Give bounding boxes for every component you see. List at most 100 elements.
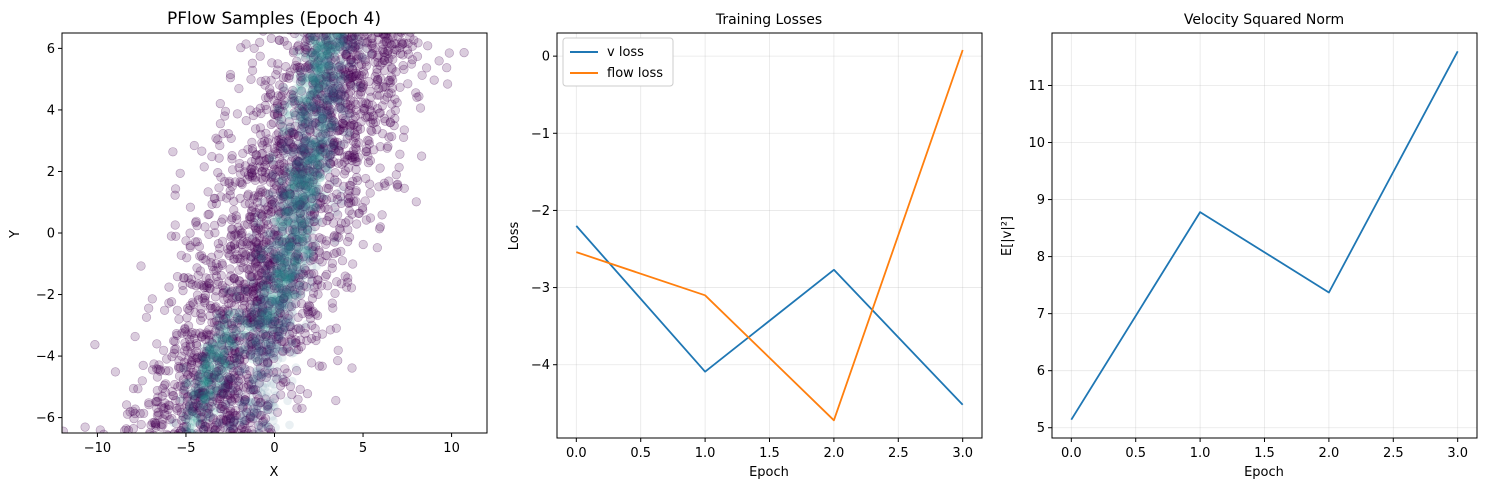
scatter-point	[186, 348, 196, 358]
scatter-y-tick-label: −4	[36, 350, 55, 365]
scatter-point	[330, 168, 340, 178]
scatter-point	[288, 229, 298, 238]
scatter-point	[158, 435, 167, 444]
scatter-point	[223, 293, 233, 304]
scatter-point	[166, 231, 176, 241]
scatter-point	[217, 388, 227, 398]
scatter-point	[261, 284, 271, 294]
scatter-point	[284, 70, 295, 81]
scatter-point	[141, 312, 152, 322]
scatter-point	[270, 316, 280, 326]
scatter-point	[170, 344, 180, 355]
scatter-point	[285, 317, 295, 326]
scatter-point	[327, 298, 337, 308]
scatter-point	[293, 140, 303, 150]
scatter-point	[434, 56, 444, 66]
scatter-point	[169, 429, 179, 433]
scatter-point	[159, 380, 170, 390]
scatter-point	[236, 389, 245, 399]
scatter-point	[273, 105, 283, 114]
scatter-point	[181, 408, 191, 417]
scatter-point	[174, 314, 184, 324]
scatter-point	[225, 190, 235, 200]
scatter-point	[243, 191, 253, 201]
scatter-point	[152, 439, 161, 448]
scatter-point	[279, 297, 288, 307]
scatter-point	[291, 138, 301, 147]
scatter-point	[252, 390, 262, 400]
scatter-point	[329, 198, 339, 208]
scatter-point	[237, 228, 247, 238]
scatter-point	[422, 63, 432, 73]
scatter-point	[375, 108, 385, 118]
scatter-point	[182, 313, 192, 323]
scatter-point	[362, 147, 372, 157]
scatter-point	[171, 231, 181, 241]
scatter-point	[366, 92, 376, 102]
scatter-point	[242, 370, 252, 380]
scatter-point	[183, 391, 193, 402]
scatter-point	[235, 315, 245, 325]
scatter-point	[423, 41, 433, 51]
scatter-point	[395, 33, 401, 34]
scatter-point	[360, 196, 370, 206]
scatter-point	[417, 151, 427, 161]
scatter-point	[305, 181, 315, 190]
scatter-point	[256, 295, 266, 305]
scatter-point	[352, 125, 363, 136]
scatter-point	[287, 338, 297, 348]
scatter-point	[272, 362, 282, 372]
scatter-point	[213, 135, 223, 145]
scatter-point	[223, 129, 233, 139]
velocity-axes: 0.0 0.5 1.0 1.5 2.0 2.5 3.0 5 6 7 8 9 10 11	[1028, 32, 1478, 461]
scatter-point	[358, 203, 368, 213]
scatter-point	[292, 217, 301, 226]
scatter-point	[302, 389, 313, 399]
scatter-point	[296, 52, 306, 62]
scatter-point	[395, 82, 405, 92]
losses-grid	[557, 33, 982, 438]
scatter-point	[294, 280, 305, 291]
scatter-point	[417, 70, 427, 80]
scatter-point	[242, 264, 252, 274]
scatter-point	[243, 170, 254, 180]
scatter-point	[266, 432, 272, 433]
scatter-point	[225, 384, 235, 394]
scatter-point	[352, 42, 361, 52]
scatter-point	[162, 354, 172, 364]
velocity-x-tick-label: 2.5	[1383, 446, 1404, 461]
scatter-point	[293, 156, 303, 166]
scatter-point	[351, 51, 362, 61]
scatter-point	[49, 436, 58, 445]
scatter-point	[246, 352, 255, 361]
scatter-point	[263, 137, 273, 147]
scatter-point	[336, 104, 346, 114]
scatter-point	[230, 440, 239, 449]
scatter-point	[400, 33, 404, 34]
scatter-point	[279, 166, 289, 176]
scatter-point	[354, 42, 364, 53]
scatter-point	[412, 51, 423, 62]
scatter-x-tick-label: −10	[84, 441, 111, 456]
scatter-point	[391, 67, 401, 77]
scatter-point	[316, 104, 326, 114]
scatter-point	[307, 242, 317, 252]
scatter-point	[308, 78, 318, 88]
scatter-point	[279, 323, 288, 332]
scatter-point	[215, 243, 225, 253]
scatter-point	[365, 105, 375, 115]
scatter-point	[288, 127, 298, 137]
scatter-point	[237, 231, 247, 241]
scatter-point	[168, 390, 178, 401]
scatter-point	[219, 333, 229, 343]
scatter-point	[300, 200, 310, 210]
scatter-point	[225, 337, 235, 347]
scatter-point	[220, 304, 230, 314]
legend-label-flow-loss: flow loss	[607, 66, 663, 81]
scatter-point	[253, 211, 263, 221]
scatter-point	[337, 185, 346, 195]
scatter-point	[281, 99, 291, 109]
scatter-point	[301, 246, 310, 255]
scatter-point	[187, 327, 197, 338]
scatter-point	[294, 237, 304, 247]
